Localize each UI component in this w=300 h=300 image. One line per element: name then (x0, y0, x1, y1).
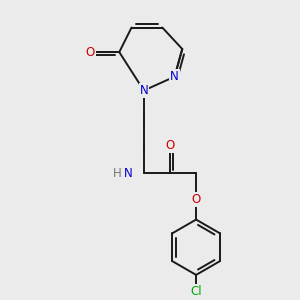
Text: N: N (170, 70, 179, 83)
Text: N: N (140, 84, 148, 97)
Text: O: O (85, 46, 95, 59)
Text: O: O (191, 193, 201, 206)
Text: H: H (113, 167, 122, 180)
Text: O: O (165, 139, 175, 152)
Text: Cl: Cl (190, 285, 202, 298)
Text: N: N (124, 167, 133, 180)
